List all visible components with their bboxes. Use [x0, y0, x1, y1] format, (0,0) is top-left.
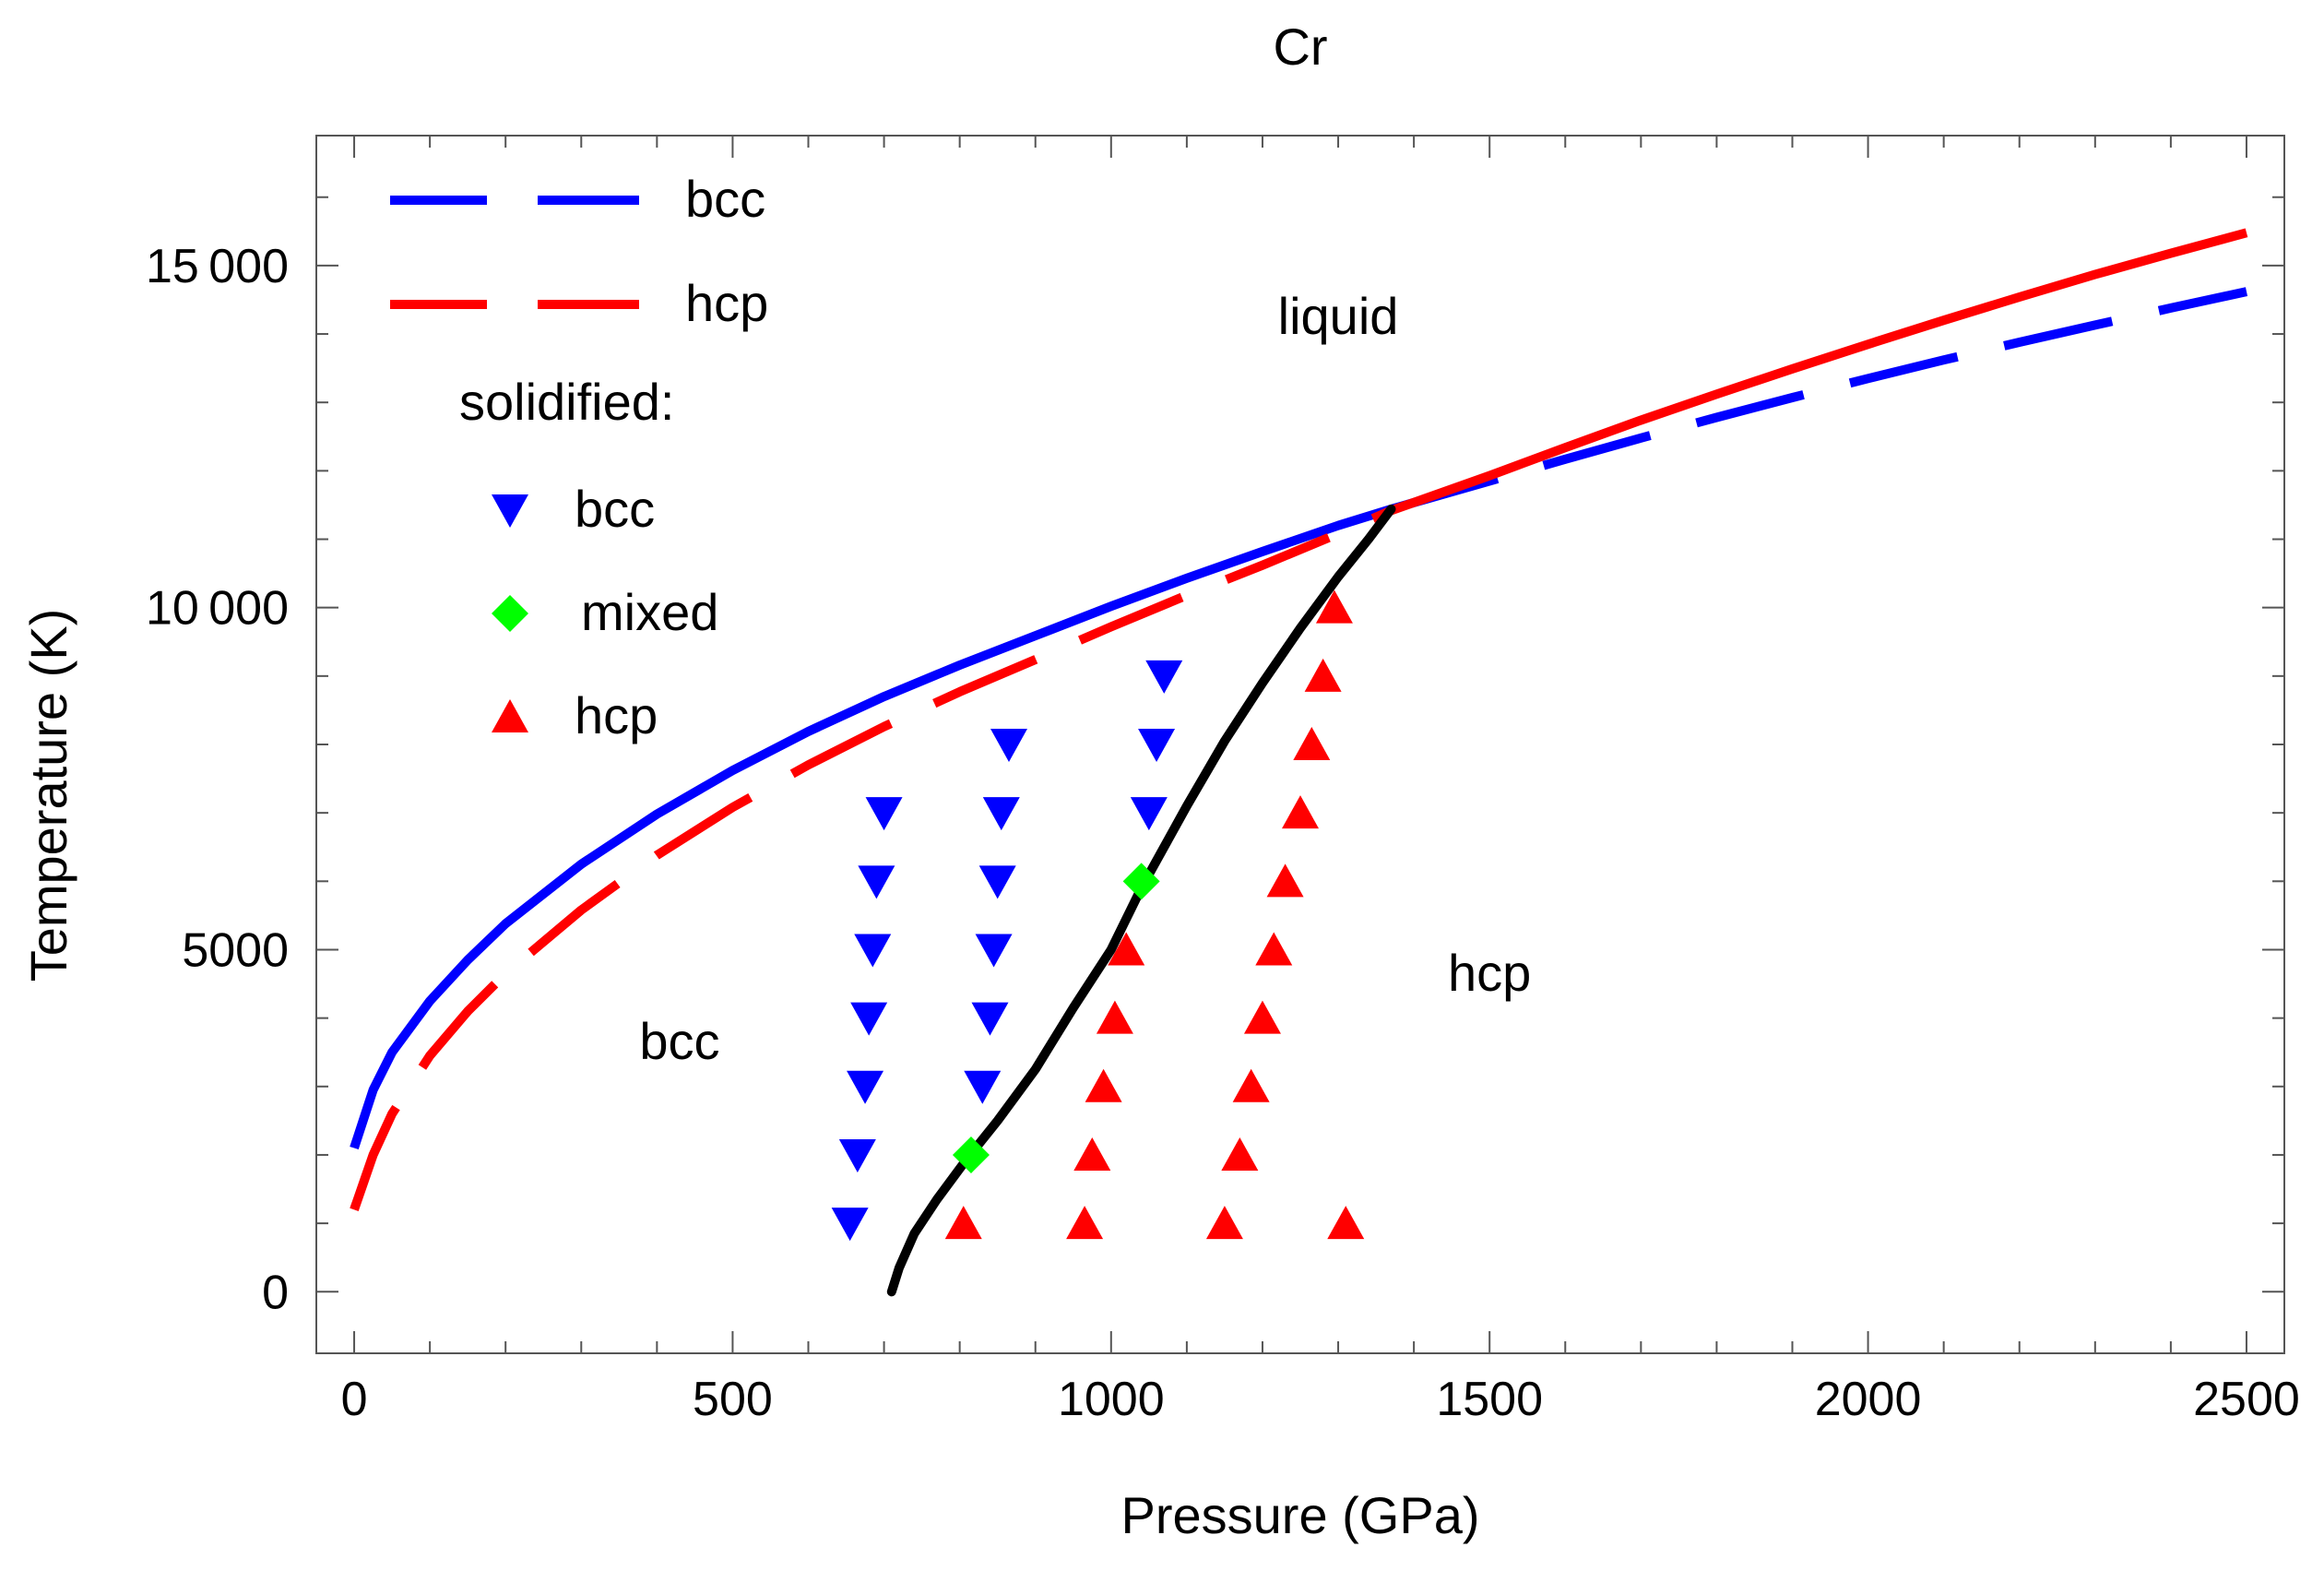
bcc-solidified-marker — [1145, 660, 1183, 694]
x-tick-label: 2000 — [1815, 1373, 1922, 1426]
hcp-solidified-marker — [1085, 1068, 1122, 1102]
bcc-solidified-marker — [847, 1070, 884, 1104]
hcp-solidified-marker — [1073, 1137, 1111, 1171]
legend-marker-label-mixed: mixed — [581, 583, 718, 641]
bcc-melting-line-low — [350, 505, 1393, 1150]
legend-label-bcc: bcc — [685, 170, 765, 228]
mixed-solidified-marker — [952, 1136, 990, 1173]
bcc-solidified-marker — [971, 1002, 1009, 1036]
hcp-solidified-marker — [1293, 727, 1331, 760]
hcp-solidified-marker — [1327, 1206, 1365, 1240]
legend-section-title: solidified: — [459, 373, 674, 431]
bcc-solidified-marker — [858, 865, 895, 899]
bcc-solidified-marker — [865, 797, 903, 831]
bcc-solidified-marker — [975, 934, 1013, 968]
hcp-solidified-marker — [1221, 1137, 1259, 1171]
plot-frame: 0 500 1000 1500 2000 2500 0 5000 10 000 15 000 — [146, 135, 2300, 1426]
y-tick-label: 15 000 — [146, 240, 289, 293]
hcp-melting-line-high — [1389, 228, 2248, 516]
legend-label-hcp: hcp — [685, 274, 768, 332]
x-tick-label: 500 — [693, 1373, 773, 1426]
bcc-solidified-marker — [964, 1070, 1002, 1104]
hcp-solidified-marker — [1304, 658, 1342, 692]
hcp-solidified-marker — [944, 1206, 982, 1240]
hcp-solidified-marker — [1205, 1206, 1243, 1240]
plot-data — [350, 228, 2248, 1297]
legend-marker-bcc — [492, 494, 528, 528]
x-tick-label: 1000 — [1058, 1373, 1165, 1426]
bcc-solidified-marker — [831, 1208, 869, 1242]
chart-title: Cr — [1273, 18, 1327, 76]
bcc-solidified-marker — [1138, 729, 1176, 762]
bcc-solidified-marker — [838, 1138, 876, 1172]
bcc-solidified-marker — [850, 1002, 888, 1036]
region-label-hcp: hcp — [1448, 944, 1531, 1002]
bcc-solidified-marker — [978, 865, 1016, 899]
hcp-solidified-marker — [1243, 1000, 1281, 1034]
bcc-solidified-marker — [1130, 797, 1168, 831]
region-label-bcc: bcc — [639, 1012, 719, 1070]
hcp-melting-line-low — [350, 506, 1393, 1211]
x-tick-label: 2500 — [2193, 1373, 2300, 1426]
hcp-solidified-marker — [1096, 1000, 1133, 1034]
x-tick-label: 0 — [341, 1373, 368, 1426]
bcc-solidified-marker — [854, 934, 892, 968]
bcc-solidified-marker — [990, 729, 1028, 762]
x-tick-label: 1500 — [1436, 1373, 1543, 1426]
hcp-solidified-marker — [1108, 932, 1145, 966]
legend-marker-label-hcp: hcp — [575, 686, 658, 744]
boundary-line — [886, 504, 1396, 1297]
hcp-solidified-marker — [1282, 795, 1319, 829]
hcp-solidified-marker — [1255, 932, 1293, 966]
hcp-solidified-marker — [1066, 1206, 1104, 1240]
legend-marker-hcp — [492, 699, 528, 732]
y-axis-label: Temperature (K) — [19, 609, 77, 982]
y-tick-label: 0 — [262, 1266, 289, 1319]
y-tick-label: 10 000 — [146, 582, 289, 636]
bcc-melting-line-high — [1390, 287, 2248, 514]
y-tick-label: 5000 — [182, 923, 289, 977]
hcp-solidified-marker — [1232, 1068, 1270, 1102]
legend-marker-label-bcc: bcc — [575, 480, 655, 538]
x-axis-label: Pressure (GPa) — [1121, 1486, 1480, 1544]
region-label-liquid: liquid — [1278, 287, 1399, 345]
legend-marker-mixed — [492, 595, 528, 632]
hcp-solidified-marker — [1266, 863, 1304, 898]
annotations: liquid hcp bcc — [639, 287, 1531, 1070]
mixed-solidified-marker — [1122, 863, 1160, 900]
bcc-solidified-marker — [982, 797, 1020, 831]
hcp-solidified-marker — [1315, 589, 1353, 624]
